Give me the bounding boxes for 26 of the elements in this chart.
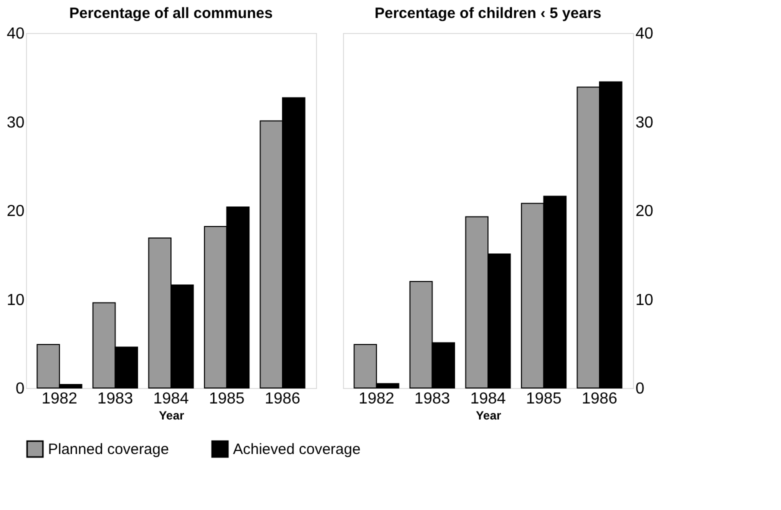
legend-label: Achieved coverage	[233, 441, 361, 458]
x-tick-label: 1985	[526, 390, 562, 408]
y-tick-label: 20	[6, 203, 25, 220]
y-tick-label: 20	[636, 203, 654, 220]
y-tick-label: 30	[6, 114, 25, 132]
y-tick-label: 10	[636, 292, 654, 309]
y-tick-label: 0	[636, 380, 644, 398]
y-tick-label: 40	[636, 26, 654, 42]
chart-title: Percentage of all communes	[69, 5, 273, 22]
x-tick-label: 1982	[42, 390, 78, 408]
y-tick-label: 40	[6, 26, 25, 42]
x-tick-label: 1986	[264, 390, 300, 408]
y-tick-label: 30	[636, 114, 654, 132]
y-tick-label: 10	[6, 292, 25, 309]
y-tick-label: 0	[16, 380, 25, 398]
x-tick-label: 1983	[97, 390, 134, 408]
x-tick-label: 1986	[582, 390, 618, 408]
x-tick-label: 1982	[358, 390, 394, 408]
x-axis-title: Year	[158, 408, 185, 422]
x-axis-title: Year	[476, 408, 502, 422]
legend-label: Planned coverage	[48, 441, 169, 458]
chart-title: Percentage of children ‹ 5 years	[374, 5, 602, 22]
x-tick-label: 1984	[153, 390, 189, 408]
x-tick-label: 1983	[414, 390, 450, 408]
x-tick-label: 1984	[470, 390, 506, 408]
x-tick-label: 1985	[208, 390, 245, 408]
